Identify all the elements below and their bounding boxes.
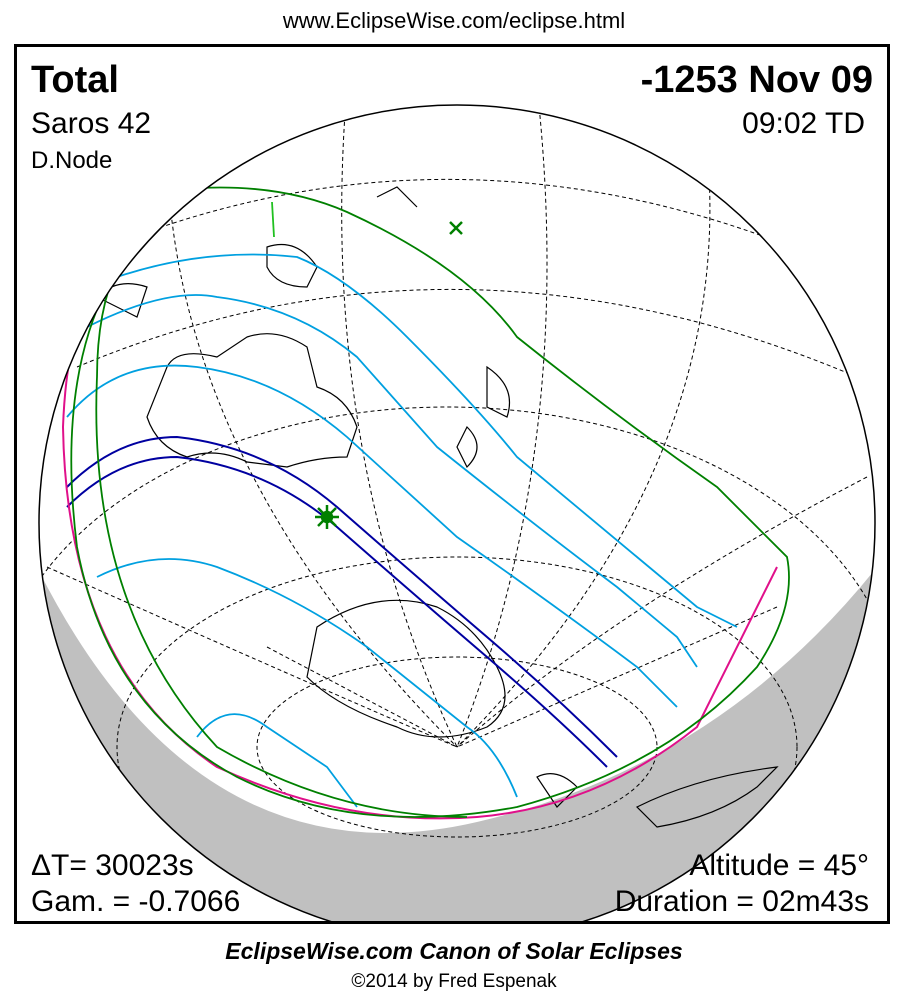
central-path [66, 435, 618, 768]
delta-t: ΔT= 30023s [31, 849, 194, 882]
copyright: ©2014 by Fred Espenak [351, 971, 557, 992]
greatest-eclipse-star-icon [315, 505, 339, 529]
coastlines [95, 186, 779, 828]
night-shadow-region [39, 567, 875, 921]
duration: Duration = 02m43s [614, 885, 869, 918]
eclipse-time: 09:02 TD [742, 107, 865, 140]
source-url: www.EclipseWise.com/eclipse.html [282, 8, 626, 33]
node-type: D.Node [31, 147, 113, 174]
globe-map [38, 104, 876, 921]
penumbra-limits [70, 186, 790, 818]
eclipse-type: Total [31, 59, 119, 101]
gamma: Gam. = -0.7066 [31, 885, 241, 918]
altitude: Altitude = 45° [689, 849, 869, 882]
horizon-curve [61, 246, 778, 820]
map-frame: Total -1253 Nov 09 Saros 42 09:02 TD D.N… [14, 44, 890, 924]
subsolar-cross-icon [449, 221, 463, 235]
globe-outline [38, 104, 876, 921]
graticule [39, 105, 875, 921]
saros-number: Saros 42 [31, 107, 152, 140]
eclipse-date: -1253 Nov 09 [640, 59, 873, 101]
canon-title: EclipseWise.com Canon of Solar Eclipses [225, 938, 683, 964]
eclipse-magnitude-lines [66, 253, 738, 808]
